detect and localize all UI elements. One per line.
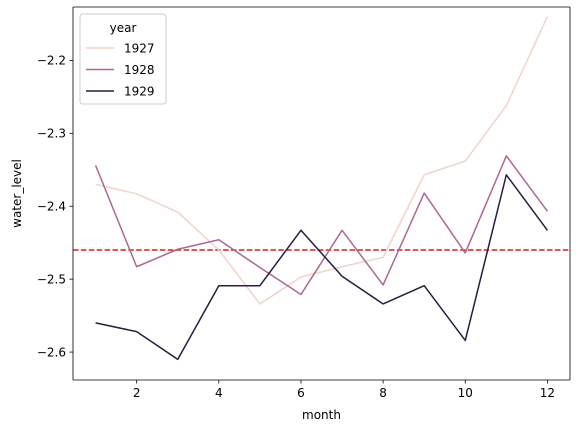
y-tick-label: −2.2 [37, 54, 66, 68]
series-line-1927 [95, 16, 549, 305]
x-tick-label: 4 [215, 386, 223, 400]
x-tick-label: 10 [458, 386, 473, 400]
legend: year 1927 1928 1929 [79, 13, 167, 105]
x-tick-label: 12 [540, 386, 555, 400]
y-tick-label: −2.4 [37, 200, 66, 214]
x-tick-label: 8 [379, 386, 387, 400]
x-tick-label: 2 [133, 386, 141, 400]
legend-title: year [110, 21, 137, 35]
series-line-1928 [94, 155, 549, 296]
x-axis-label: month [302, 408, 341, 422]
series-layer [94, 16, 549, 361]
y-tick-label: −2.6 [37, 345, 66, 359]
y-axis-label: water_level [10, 159, 24, 228]
axes-layer [72, 6, 571, 381]
ticks-layer: 2 4 6 8 10 12 −2.6 −2.5 −2.4 −2.3 −2.2 [37, 54, 555, 400]
legend-label-1928: 1928 [124, 63, 155, 77]
y-tick-label: −2.5 [37, 272, 66, 286]
x-tick-label: 6 [297, 386, 305, 400]
legend-box [79, 13, 167, 105]
y-tick-label: −2.3 [37, 127, 66, 141]
legend-label-1927: 1927 [124, 41, 155, 55]
series-line-1929 [95, 174, 549, 361]
legend-entries: 1927 1928 1929 [86, 41, 155, 98]
legend-label-1929: 1929 [124, 84, 155, 98]
